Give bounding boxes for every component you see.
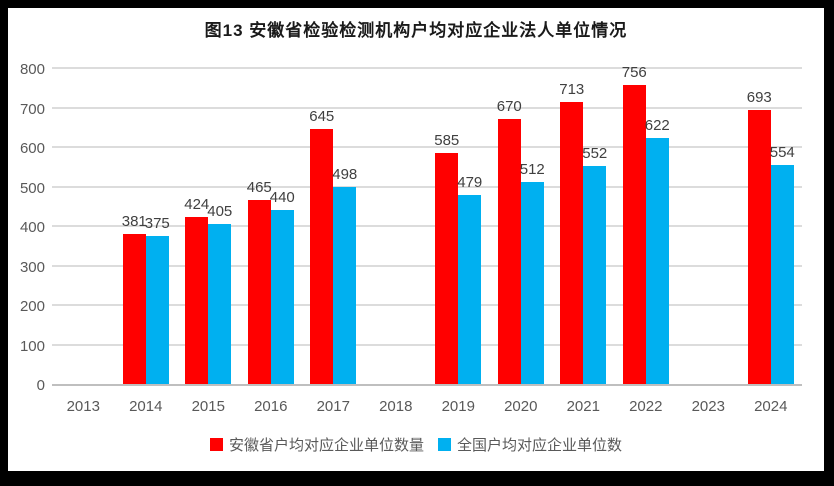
bar-anhui-2024 — [747, 110, 771, 384]
y-tick-label-100: 100 — [19, 337, 45, 355]
y-tick-label-400: 400 — [19, 219, 45, 236]
gridline-500 — [52, 185, 802, 188]
x-tick-label-2016: 2016 — [254, 398, 288, 415]
x-tick-label-2020: 2020 — [504, 398, 538, 415]
bar-value-anhui-2019: 585 — [434, 131, 460, 149]
bar-national-2016 — [270, 210, 294, 384]
legend-item-anhui: 安徽省户均对应企业单位数量 — [209, 434, 424, 455]
x-tick-label-2023: 2023 — [691, 398, 725, 415]
bar-value-anhui-2016: 465 — [246, 179, 272, 197]
chart-area: 图13 安徽省检验检测机构户均对应企业法人单位情况 381 424 465 645 58… — [8, 8, 824, 471]
bar-anhui-2021 — [560, 102, 584, 384]
x-tick-label-2021: 2021 — [566, 398, 600, 415]
chart-title: 图13 安徽省检验检测机构户均对应企业法人单位情况 — [204, 21, 628, 40]
gridline-400 — [52, 225, 802, 227]
bar-anhui-2020 — [497, 119, 521, 384]
legend-swatch-anhui-icon — [209, 438, 223, 451]
bar-national-2017 — [333, 187, 357, 384]
bar-anhui-2017 — [310, 129, 334, 384]
x-tick-label-2014: 2014 — [129, 398, 163, 415]
plot-area: 381 424 465 645 585 670 713 756 693 375 405 440 498 4… — [52, 64, 802, 386]
bar-value-national-2024: 554 — [769, 144, 795, 162]
bar-value-national-2020: 512 — [519, 160, 545, 178]
gridline-700 — [52, 106, 802, 109]
bar-value-national-2016: 440 — [269, 189, 295, 207]
bar-value-anhui-2024: 693 — [746, 89, 772, 107]
y-tick-label-200: 200 — [19, 298, 45, 315]
bar-anhui-2016 — [247, 200, 271, 384]
x-tick-label-2024: 2024 — [754, 398, 788, 415]
y-tick-label-800: 800 — [19, 61, 45, 78]
legend-label-national: 全国户均对应企业单位数 — [457, 437, 623, 454]
bar-anhui-2015 — [185, 216, 209, 384]
bar-value-national-2015: 405 — [207, 203, 233, 221]
y-tick-label-500: 500 — [19, 179, 45, 197]
bar-national-2021 — [583, 165, 607, 384]
bar-value-anhui-2020: 670 — [496, 98, 522, 116]
bar-value-national-2014: 375 — [144, 214, 170, 232]
legend-label-anhui: 安徽省户均对应企业单位数量 — [228, 437, 424, 454]
gridline-100 — [52, 343, 802, 346]
gridline-800 — [52, 67, 802, 69]
x-tick-label-2022: 2022 — [629, 398, 663, 415]
x-tick-label-2013: 2013 — [66, 398, 100, 415]
x-axis: 2013 2014 2015 2016 2017 2018 2019 2020 2021 2022… — [52, 398, 802, 415]
y-tick-label-300: 300 — [19, 258, 45, 276]
bar-value-national-2017: 498 — [332, 166, 358, 184]
legend-swatch-national-icon — [438, 438, 451, 451]
x-tick-label-2017: 2017 — [316, 398, 350, 415]
x-tick-label-2015: 2015 — [191, 398, 225, 415]
bar-value-anhui-2017: 645 — [309, 108, 335, 126]
bar-national-2014 — [145, 235, 169, 384]
y-tick-label-700: 700 — [19, 100, 45, 118]
bar-value-national-2019: 479 — [457, 173, 483, 191]
bar-anhui-2022 — [622, 85, 646, 384]
bar-value-anhui-2021: 713 — [559, 81, 585, 99]
bar-anhui-2019 — [435, 152, 459, 384]
bar-anhui-2014 — [122, 233, 146, 384]
legend: 安徽省户均对应企业单位数量 全国户均对应企业单位数 — [8, 434, 824, 455]
bar-national-2019 — [458, 194, 482, 384]
y-tick-label-0: 0 — [36, 377, 45, 394]
bar-national-2024 — [770, 165, 794, 384]
bar-national-2015 — [208, 224, 232, 384]
bar-value-national-2021: 552 — [582, 144, 608, 162]
gridline-300 — [52, 264, 802, 267]
bar-value-anhui-2022: 756 — [621, 64, 647, 82]
bar-national-2020 — [520, 181, 544, 384]
x-tick-label-2019: 2019 — [441, 398, 475, 415]
bar-value-anhui-2015: 424 — [184, 195, 210, 213]
y-tick-label-600: 600 — [19, 140, 45, 157]
bar-value-anhui-2014: 381 — [121, 212, 147, 230]
x-tick-label-2018: 2018 — [379, 398, 413, 415]
gridline-200 — [52, 304, 802, 306]
bar-national-2022 — [645, 138, 669, 384]
bar-value-national-2022: 622 — [644, 117, 670, 135]
gridline-600 — [52, 146, 802, 148]
legend-item-national: 全国户均对应企业单位数 — [438, 434, 622, 455]
